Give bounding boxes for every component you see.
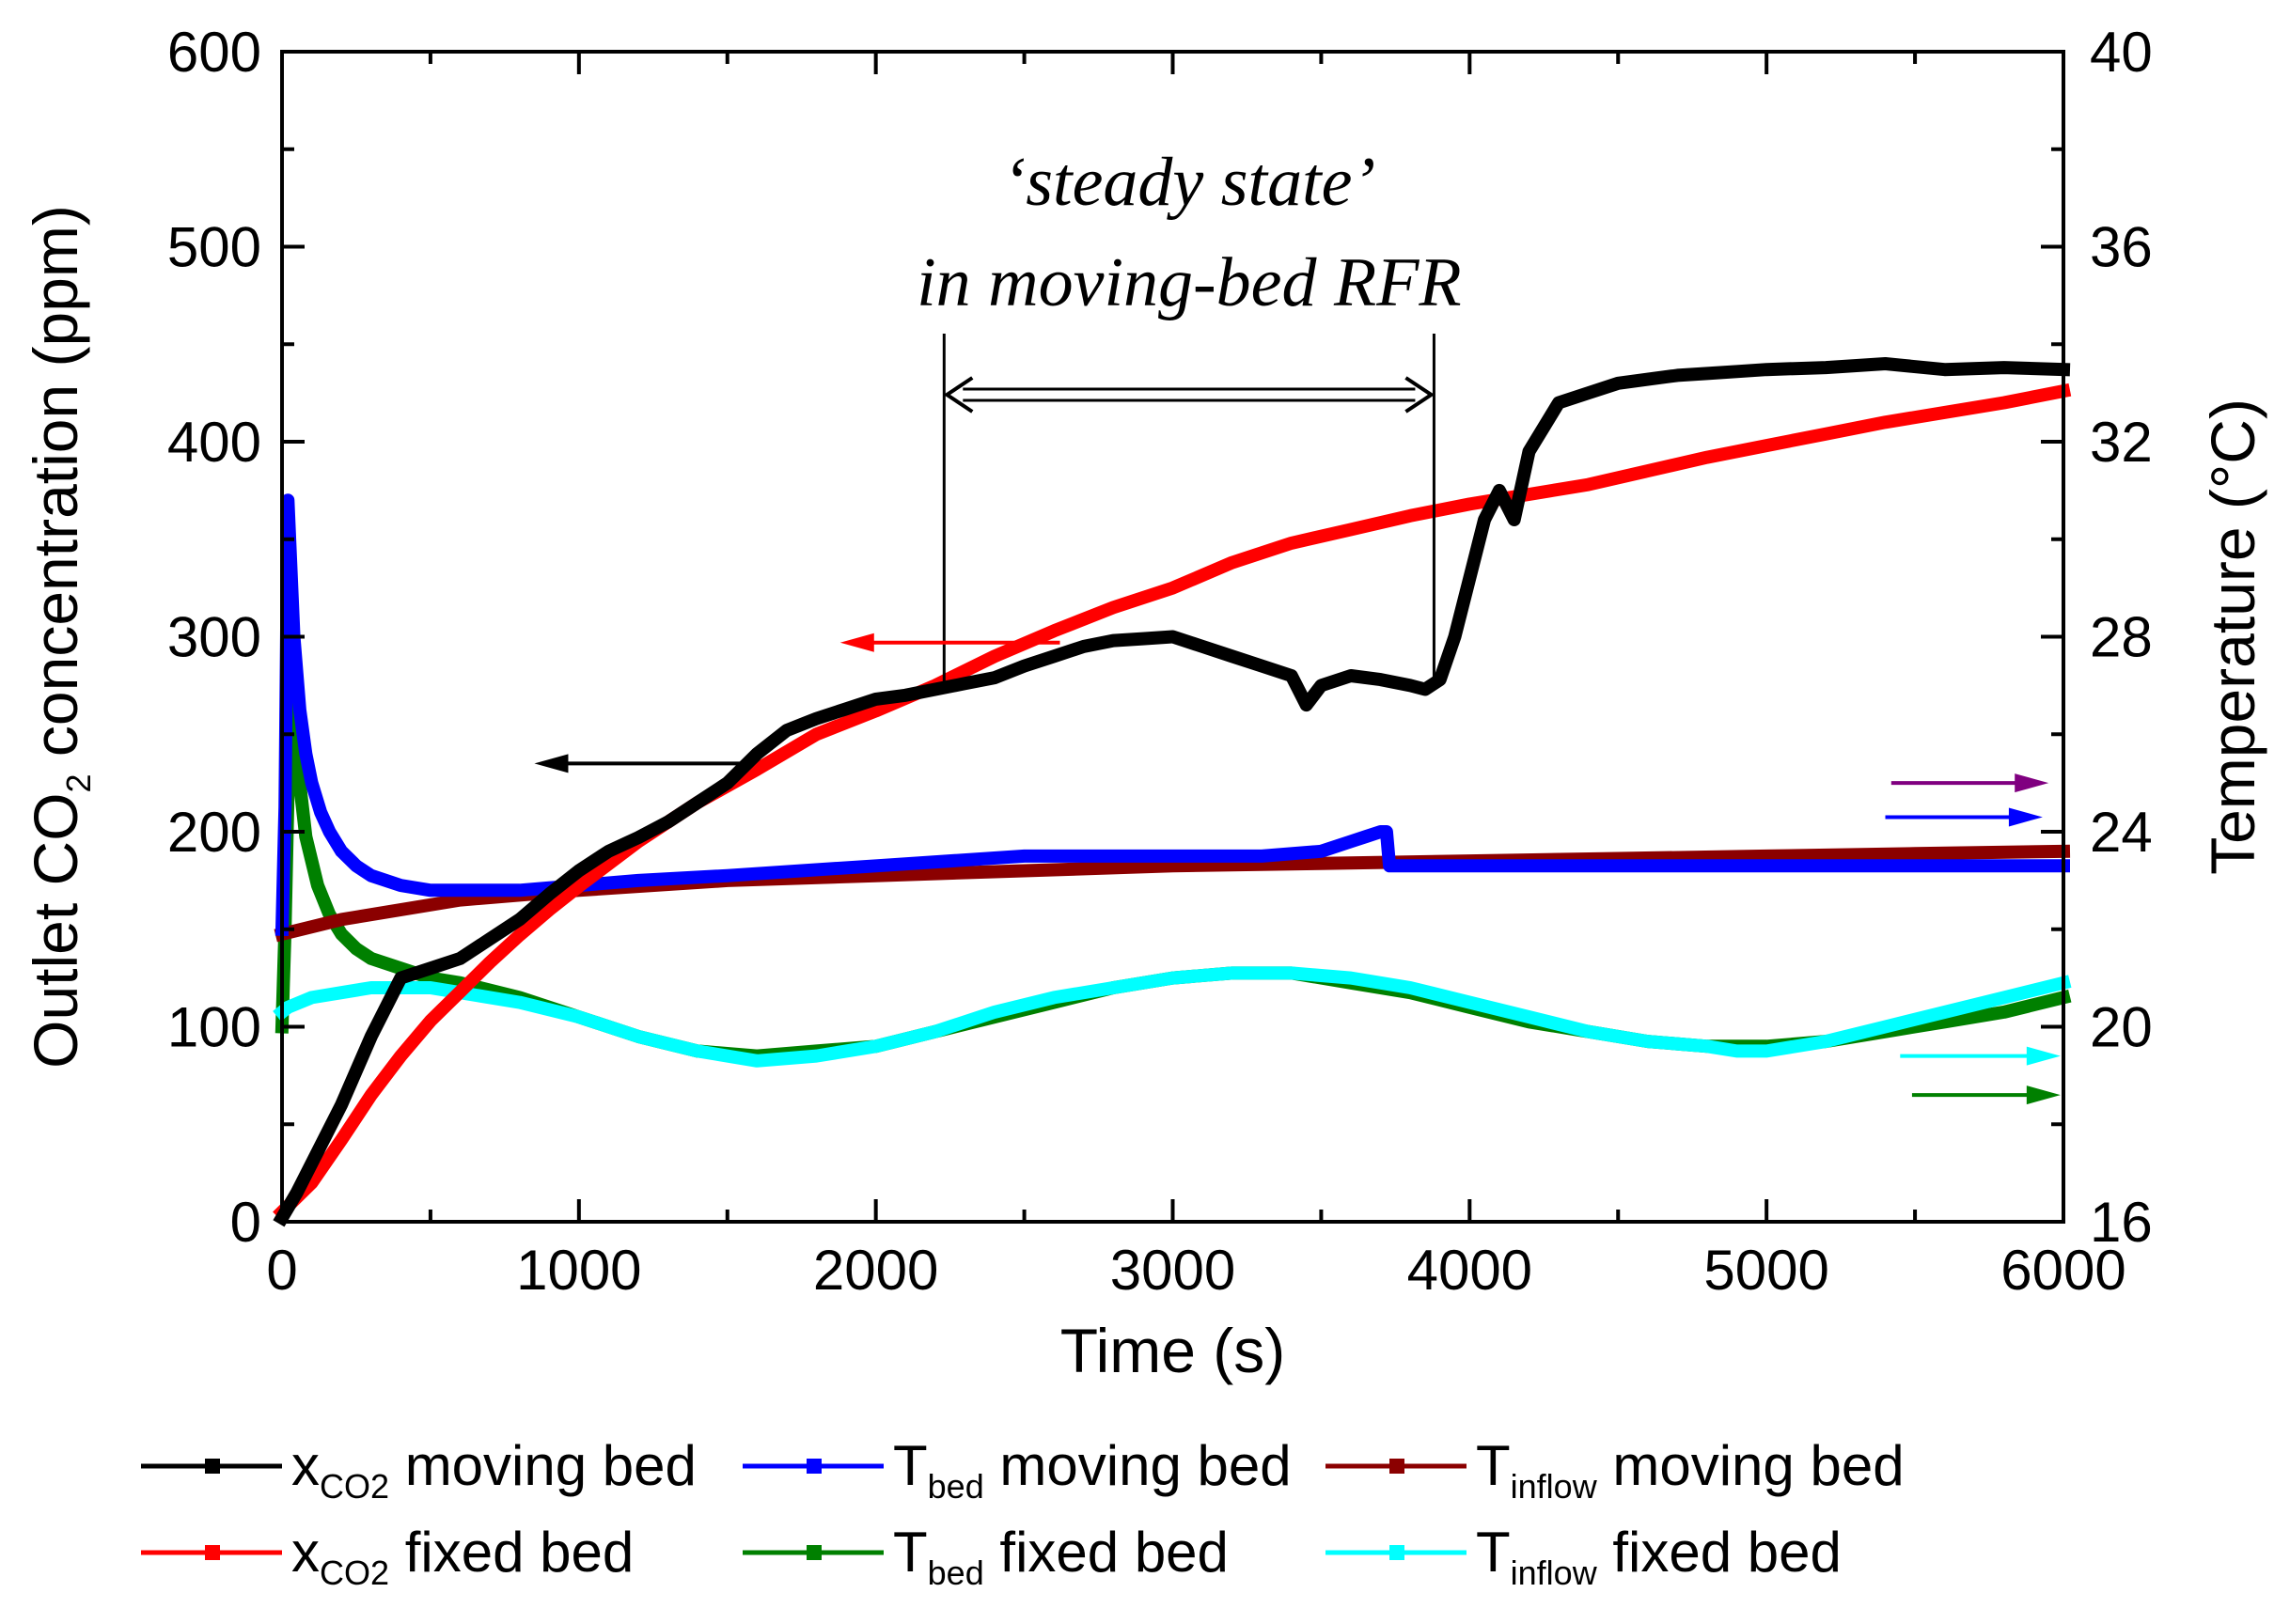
y-left-tick-label-3: 300 — [167, 606, 261, 669]
legend-swatch-marker — [1389, 1545, 1404, 1560]
annotation-line-1: ‘steady state’ — [1003, 144, 1376, 221]
axis-arrow-4 — [1900, 1046, 2061, 1066]
x-tick-label-2: 2000 — [813, 1239, 938, 1302]
x-axis-title: Time (s) — [1060, 1316, 1286, 1385]
legend-item-0: xCO2 moving bed — [141, 1434, 697, 1506]
legend-item-3: Tinflow moving bed — [1325, 1434, 1905, 1506]
legend-label-sub: CO2 — [320, 1554, 389, 1592]
steady-state-double-arrow — [943, 376, 1435, 414]
legend-label-name: moving bed — [389, 1434, 697, 1497]
legend-label-name: moving bed — [1597, 1434, 1905, 1497]
axis-arrow-5 — [1911, 1085, 2061, 1105]
x-tick-label-6: 6000 — [2000, 1239, 2125, 1302]
legend-label-main: x — [291, 1434, 320, 1497]
legend-item-1: xCO2 fixed bed — [141, 1521, 634, 1592]
legend-swatch-marker — [205, 1459, 220, 1474]
y-axis-left-title-pre: Outlet CO — [21, 792, 90, 1068]
series-line-1 — [273, 383, 2072, 1222]
axis-indicator-arrows — [534, 632, 2061, 1105]
legend-label-sub: inflow — [1511, 1467, 1598, 1506]
axis-arrow-0 — [534, 754, 743, 773]
y-axis-left-title-sub: 2 — [59, 773, 98, 792]
legend-label-name: fixed bed — [389, 1521, 634, 1584]
x-tick-label-0: 0 — [266, 1239, 297, 1302]
legend-label: xCO2 fixed bed — [291, 1521, 634, 1592]
steady-state-annotation: ‘steady state’ in moving-bed RFR — [917, 144, 1462, 686]
legend-label-main: T — [1476, 1434, 1511, 1497]
legend-label-sub: inflow — [1511, 1554, 1598, 1592]
legend-label-name: fixed bed — [984, 1521, 1229, 1584]
y-left-tick-label-6: 600 — [167, 21, 261, 84]
y-axis-left-title: Outlet CO2 concentration (ppm) — [21, 205, 98, 1069]
y-left-tick-label-4: 400 — [167, 411, 261, 474]
y-left-tick-label-0: 0 — [230, 1191, 261, 1254]
legend-swatch-marker — [807, 1459, 822, 1474]
legend-label-main: T — [1476, 1521, 1511, 1584]
y-right-tick-label-1: 20 — [2090, 996, 2153, 1059]
x-tick-label-3: 3000 — [1110, 1239, 1235, 1302]
legend-swatch-marker — [205, 1545, 220, 1560]
axis-arrow-1 — [839, 632, 1060, 652]
legend-label: Tbed moving bed — [893, 1434, 1292, 1506]
series-layer — [273, 357, 2072, 1227]
legend-swatch-marker — [1389, 1459, 1404, 1474]
legend-swatch-marker — [807, 1545, 822, 1560]
legend-label: Tinflow fixed bed — [1476, 1521, 1842, 1592]
legend-item-4: Tbed fixed bed — [743, 1521, 1229, 1592]
y-right-tick-label-5: 36 — [2090, 216, 2153, 279]
y-axis-left-title-post: concentration (ppm) — [21, 205, 90, 773]
legend-label-sub: CO2 — [320, 1467, 389, 1506]
y-right-tick-label-4: 32 — [2090, 411, 2153, 474]
series-line-0 — [273, 357, 2071, 1227]
axis-arrow-3 — [1885, 807, 2043, 827]
y-right-tick-label-0: 16 — [2090, 1191, 2153, 1254]
annotation-line-2: in moving-bed RFR — [917, 244, 1462, 321]
legend-label: Tinflow moving bed — [1476, 1434, 1905, 1506]
axes: 0 1000 2000 3000 4000 5000 6000 0 100 200 300 400 50… — [167, 21, 2153, 1302]
axis-arrow-2 — [1890, 773, 2049, 793]
x-tick-label-5: 5000 — [1703, 1239, 1828, 1302]
legend-label-main: T — [893, 1434, 928, 1497]
y-axis-right-title: Temperature (°C) — [2198, 398, 2267, 875]
y-left-tick-label-2: 200 — [167, 801, 261, 864]
legend-item-5: Tinflow fixed bed — [1325, 1521, 1842, 1592]
y-left-tick-label-1: 100 — [167, 996, 261, 1059]
legend-label-main: T — [893, 1521, 928, 1584]
y-right-tick-label-6: 40 — [2090, 21, 2153, 84]
legend-label-sub: bed — [928, 1467, 984, 1506]
x-tick-label-1: 1000 — [516, 1239, 641, 1302]
y-right-tick-label-2: 24 — [2090, 801, 2153, 864]
legend-label-main: x — [291, 1521, 320, 1584]
series-line-5 — [273, 966, 2072, 1068]
series-line-2 — [274, 493, 2070, 936]
legend-label-name: fixed bed — [1597, 1521, 1842, 1584]
legend-label: Tbed fixed bed — [893, 1521, 1229, 1592]
legend-label-sub: bed — [928, 1554, 984, 1592]
legend-item-2: Tbed moving bed — [743, 1434, 1292, 1506]
legend: xCO2 moving bed Tbed moving bed Tinflow mo… — [141, 1434, 1905, 1592]
legend-label-name: moving bed — [984, 1434, 1292, 1497]
y-left-tick-label-5: 500 — [167, 216, 261, 279]
series-line-3 — [274, 844, 2071, 943]
x-tick-label-4: 4000 — [1407, 1239, 1532, 1302]
y-right-tick-label-3: 28 — [2090, 606, 2153, 669]
legend-label: xCO2 moving bed — [291, 1434, 697, 1506]
